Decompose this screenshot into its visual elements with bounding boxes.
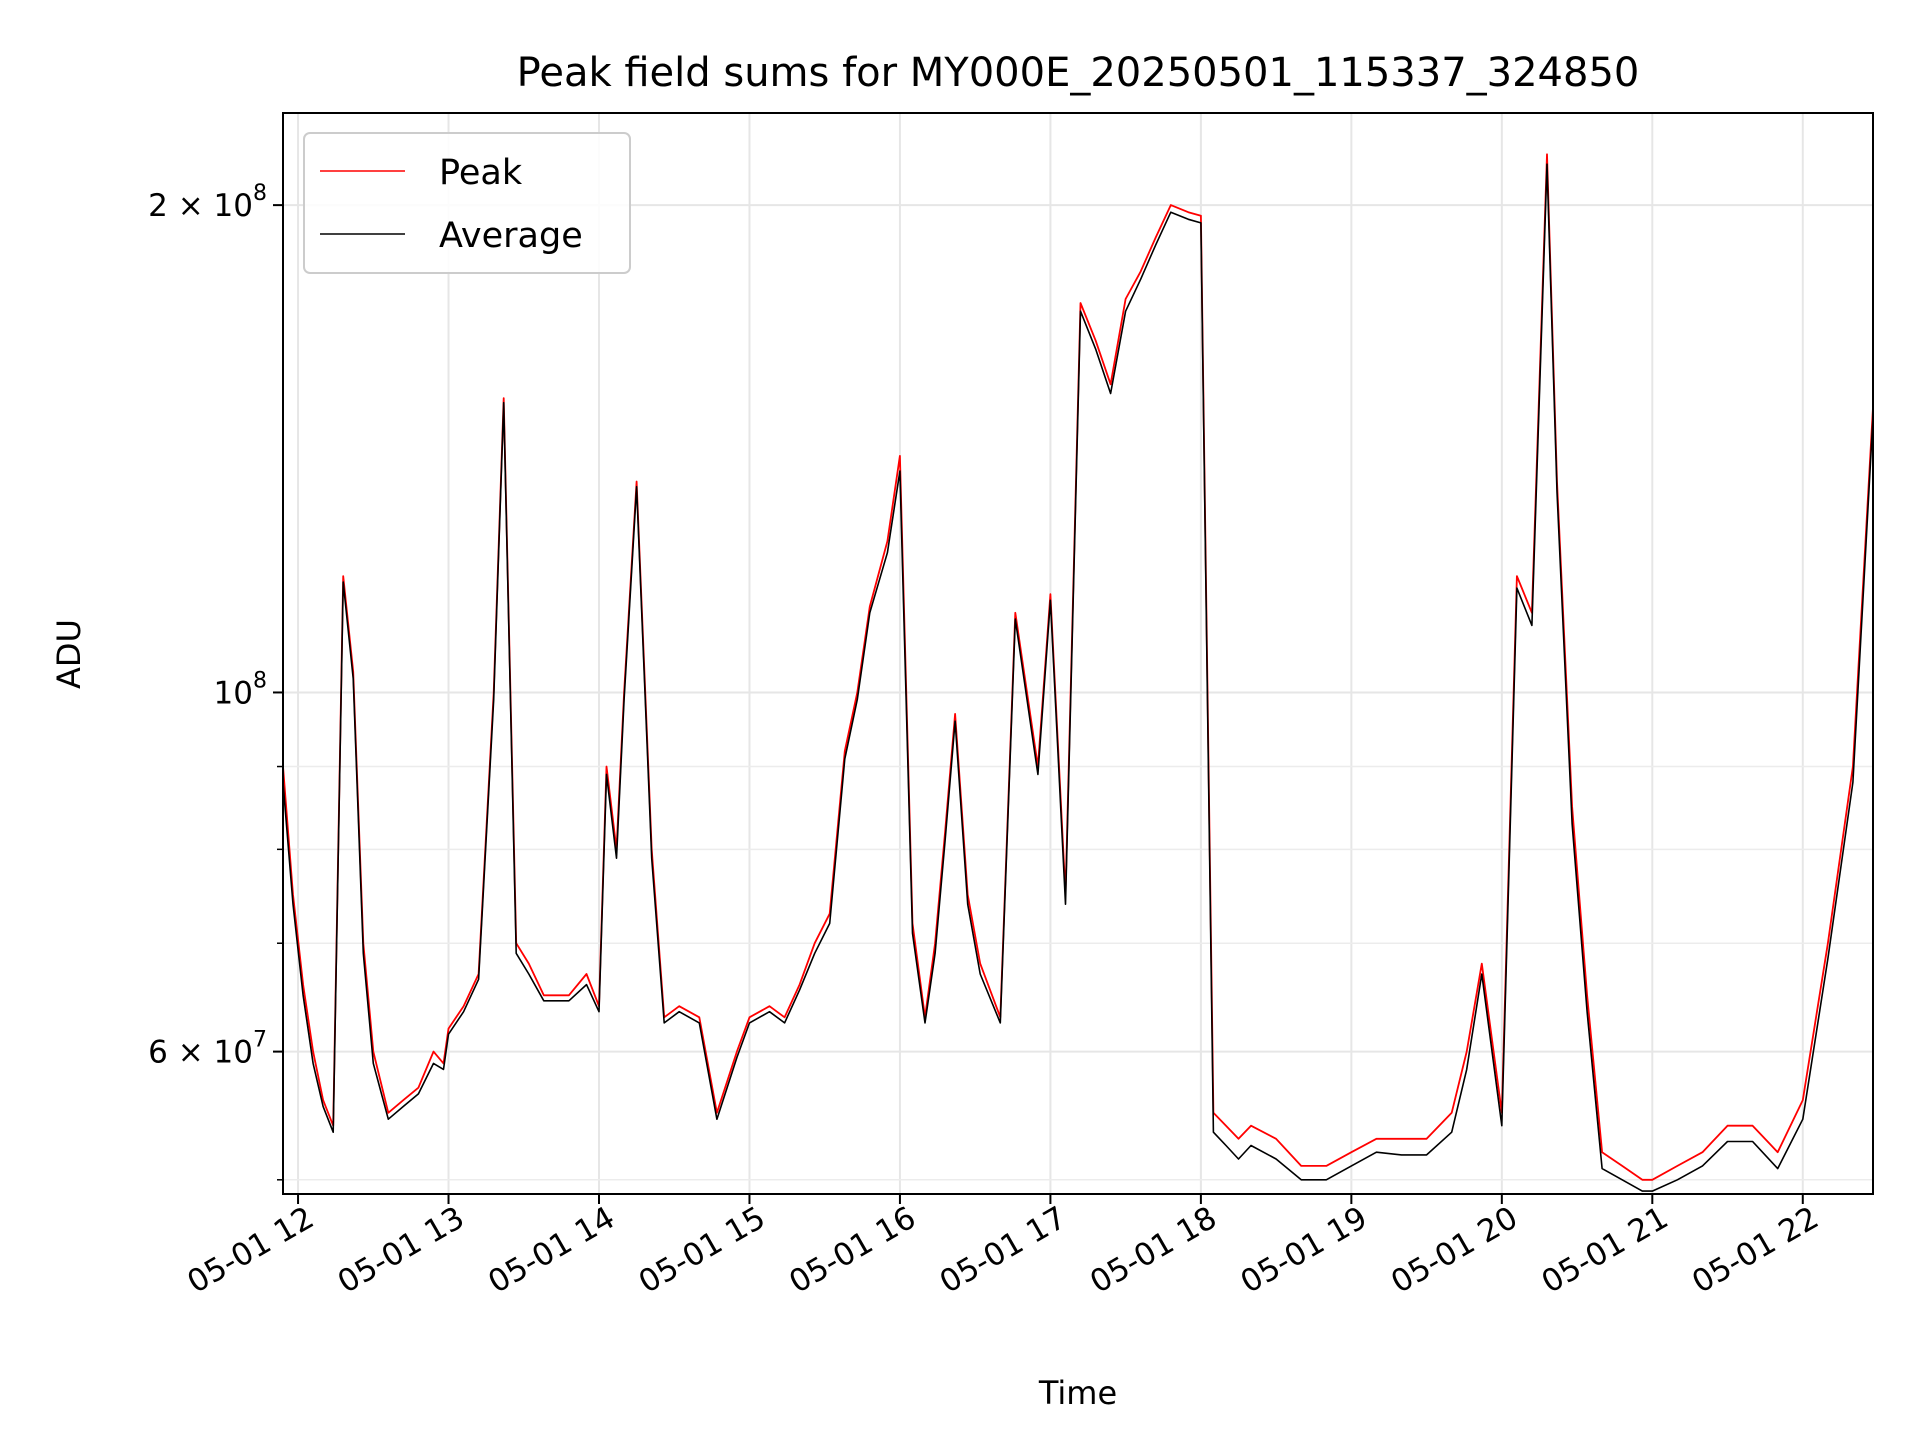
y-axis-title: ADU [50, 619, 88, 689]
y-tick-exponent: 7 [253, 1028, 267, 1053]
y-tick-base: 10 [214, 188, 253, 224]
y-tick-mantissa: 2 × [148, 188, 213, 224]
legend-box [303, 132, 631, 274]
y-tick-exponent: 8 [253, 181, 267, 206]
y-tick-label: 108 [214, 668, 267, 711]
y-tick-base: 10 [214, 675, 253, 711]
y-tick-mantissa: 6 × [148, 1035, 213, 1071]
series-layer [283, 153, 1873, 1192]
grid-lines [283, 113, 1873, 1194]
plot-frame [282, 112, 1874, 1195]
x-axis-title: Time [1038, 1374, 1117, 1412]
legend-label-average: Average [439, 216, 583, 256]
legend-label-peak: Peak [439, 153, 523, 193]
legend: Peak Average [303, 132, 631, 274]
y-tick-label: 2 × 108 [148, 181, 267, 224]
y-tick-base: 10 [214, 1035, 253, 1071]
series-line-average [283, 163, 1873, 1192]
chart-title: Peak field sums for MY000E_20250501_1153… [517, 50, 1640, 96]
y-tick-exponent: 8 [253, 668, 267, 693]
y-tick-label: 6 × 107 [148, 1028, 267, 1071]
